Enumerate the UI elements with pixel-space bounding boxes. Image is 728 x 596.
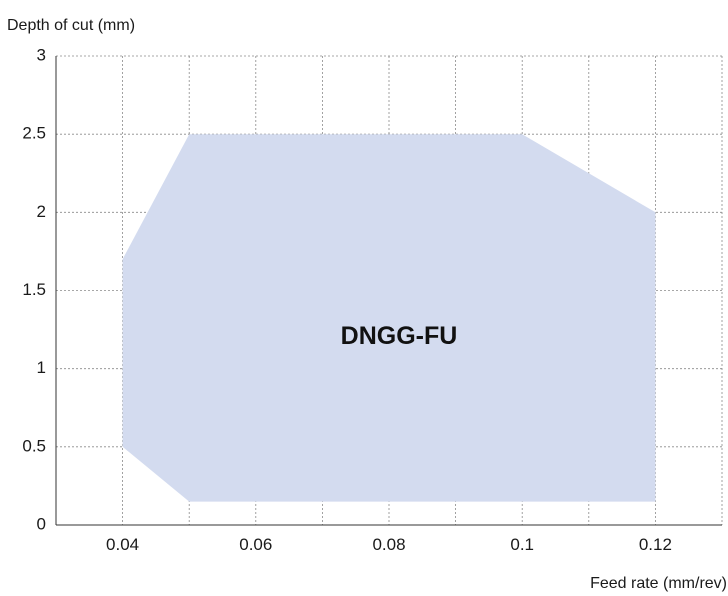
y-tick-label-0: 0 (37, 514, 46, 533)
y-tick-label-2: 1 (37, 358, 46, 377)
x-tick-label-0: 0.04 (106, 535, 139, 554)
tick-labels: DNGG-FU 0 0.5 1 1.5 2 2.5 3 0.04 0.06 0.08 0.1 0.12 (22, 45, 672, 554)
y-tick-label-3: 1.5 (22, 280, 46, 299)
y-tick-label-5: 2.5 (22, 124, 46, 143)
x-axis-title: Feed rate (mm/rev) (590, 575, 727, 592)
y-axis-title: Depth of cut (mm) (7, 17, 135, 34)
x-tick-label-2: 0.08 (372, 535, 405, 554)
y-tick-label-1: 0.5 (22, 436, 46, 455)
plot-area (122, 134, 656, 502)
axes (55, 56, 722, 526)
x-tick-label-3: 0.1 (510, 535, 534, 554)
region-label-0: DNGG-FU (341, 322, 458, 350)
y-tick-label-4: 2 (37, 202, 46, 221)
y-tick-label-6: 3 (37, 45, 46, 64)
series-region-0 (122, 134, 656, 502)
x-tick-label-4: 0.12 (639, 535, 672, 554)
x-tick-label-1: 0.06 (239, 535, 272, 554)
